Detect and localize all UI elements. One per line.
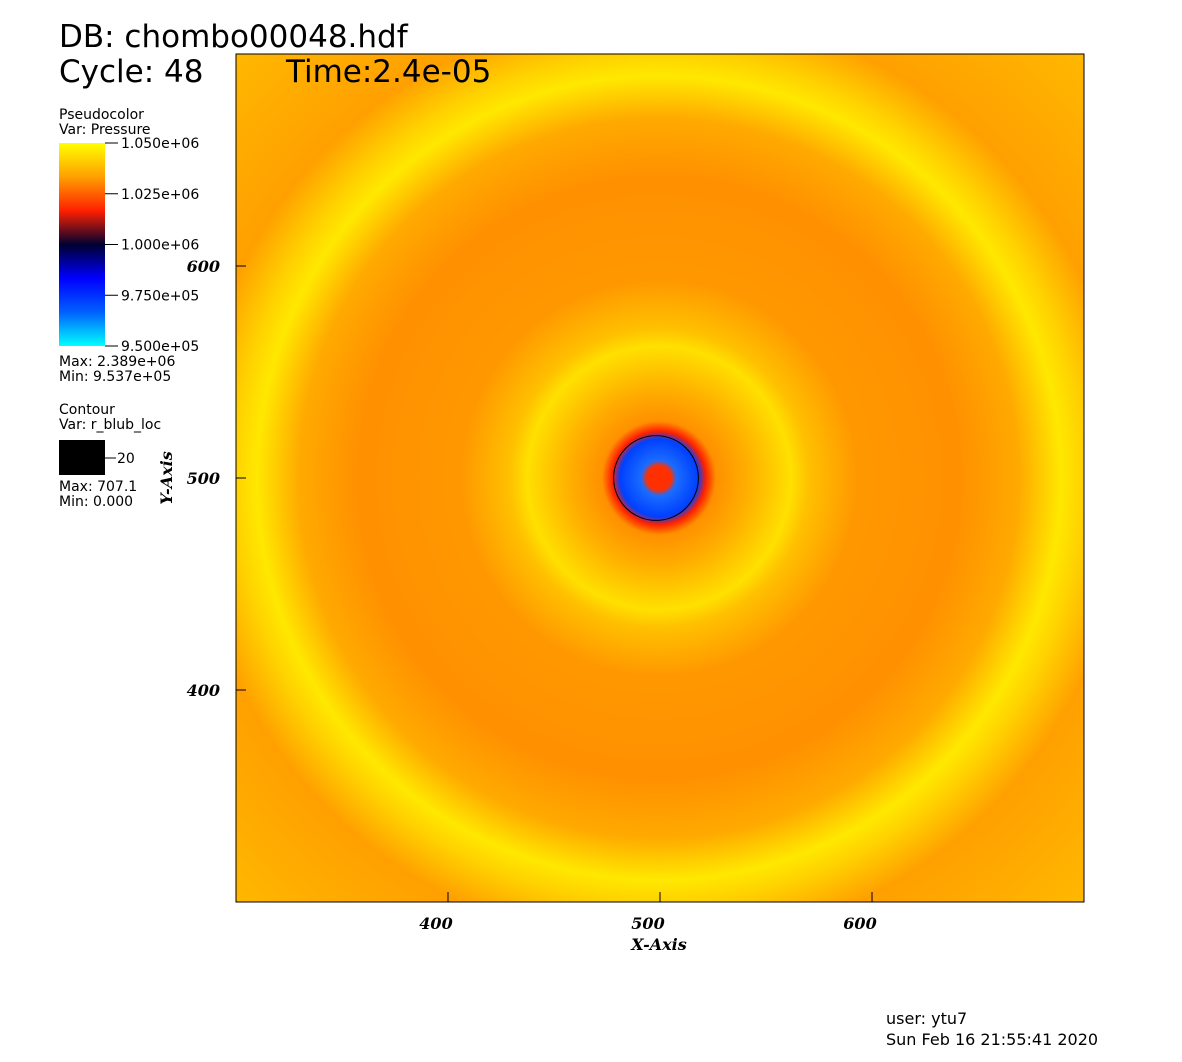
y-tick-label: 400 xyxy=(187,681,220,700)
title: DB: chombo00048.hdf xyxy=(59,19,409,55)
colorbar-tick-label: 1.050e+06 xyxy=(121,136,199,152)
colorbar-tick-label: 9.750e+05 xyxy=(121,288,199,304)
legend-min: Min: 9.537e+05 xyxy=(59,369,171,385)
contour-level-label: 20 xyxy=(117,451,135,467)
x-tick-label: 500 xyxy=(631,914,664,933)
y-tick-label: 500 xyxy=(187,469,220,488)
legend-var: Var: Pressure xyxy=(59,122,151,138)
y-axis-label: Y-Axis xyxy=(157,451,176,505)
time: Time:2.4e-05 xyxy=(285,54,491,90)
colorbar xyxy=(59,143,105,346)
contour-max: Max: 707.1 xyxy=(59,479,137,495)
user: user: ytu7 xyxy=(886,1009,967,1028)
legend-max: Max: 2.389e+06 xyxy=(59,354,175,370)
contour-line xyxy=(613,435,699,521)
contour-plot: Contour xyxy=(59,402,115,418)
pseudocolor-field xyxy=(235,53,1085,903)
x-tick-label: 400 xyxy=(419,914,452,933)
contour-var: Var: r_blub_loc xyxy=(59,417,161,433)
x-axis-label: X-Axis xyxy=(630,935,687,954)
colorbar-tick-label: 1.000e+06 xyxy=(121,238,199,254)
date: Sun Feb 16 21:55:41 2020 xyxy=(886,1030,1098,1049)
cycle: Cycle: 48 xyxy=(59,54,203,90)
x-tick-label: 600 xyxy=(843,914,876,933)
y-tick-label: 600 xyxy=(187,257,220,276)
colorbar-tick-label: 9.500e+05 xyxy=(121,339,199,355)
legend-plot: Pseudocolor xyxy=(59,107,144,123)
colorbar-tick-label: 1.025e+06 xyxy=(121,187,199,203)
contour-min: Min: 0.000 xyxy=(59,494,133,510)
contour-swatch xyxy=(59,440,105,475)
